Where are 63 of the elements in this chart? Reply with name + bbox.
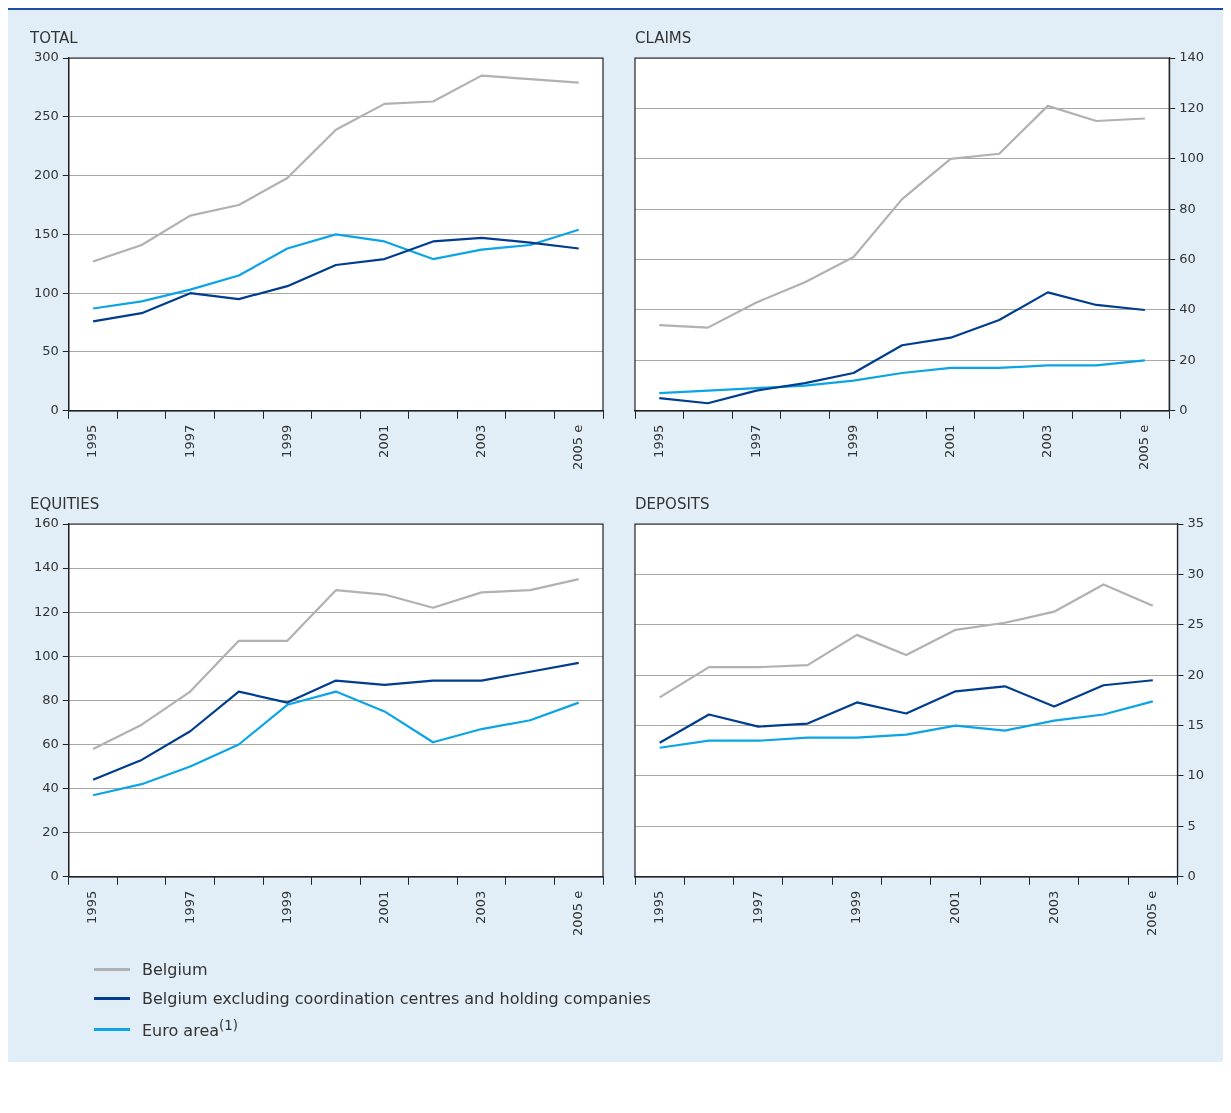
y2-tick-label: 100 [1179, 150, 1205, 166]
y-tick-label: 20 [42, 824, 59, 840]
y2-tick-label: 10 [1187, 767, 1204, 783]
x-tick-label: 1995 [84, 890, 100, 924]
x-tick-label: 2001 [942, 424, 958, 458]
x-tick-label: 1995 [650, 424, 666, 458]
y2-tick-label: 15 [1187, 716, 1204, 732]
legend-label: Euro area$^{(1)}$ [142, 1018, 238, 1041]
x-tick-label: 2001 [946, 890, 962, 924]
x-tick-label: 1995 [84, 424, 100, 458]
x-tick-label: 2005 e [570, 424, 586, 470]
y-tick-label: 300 [33, 49, 59, 65]
y2-tick-label: 60 [1179, 250, 1196, 266]
y2-tick-label: 5 [1187, 817, 1196, 833]
x-tick-label: 1999 [848, 890, 864, 924]
chart-title: EQUITIES [30, 494, 100, 513]
chart-title: DEPOSITS [635, 494, 710, 513]
x-tick-label: 2003 [472, 424, 488, 458]
y2-tick-label: 0 [1179, 402, 1188, 418]
y2-tick-label: 35 [1187, 515, 1204, 531]
x-tick-label: 1995 [651, 890, 667, 924]
legend-label: Belgium [142, 960, 208, 979]
y-tick-label: 160 [33, 515, 59, 531]
x-tick-label: 1997 [747, 424, 763, 458]
y2-tick-label: 20 [1179, 351, 1196, 367]
legend-label: Belgium excluding coordination centres and holding companies [142, 989, 651, 1008]
x-tick-label: 1999 [844, 424, 860, 458]
y-tick-label: 150 [33, 225, 59, 241]
y2-tick-label: 140 [1179, 49, 1205, 65]
y-tick-label: 200 [33, 166, 59, 182]
y-tick-label: 140 [33, 559, 59, 575]
x-tick-label: 2001 [375, 424, 391, 458]
y2-tick-label: 40 [1179, 301, 1196, 317]
y2-tick-label: 30 [1187, 565, 1204, 581]
y-tick-label: 80 [42, 691, 59, 707]
chart-title: TOTAL [29, 28, 79, 47]
x-tick-label: 2005 e [570, 890, 586, 936]
x-tick-label: 2003 [1045, 890, 1061, 924]
y2-tick-label: 80 [1179, 200, 1196, 216]
x-tick-label: 1997 [181, 424, 197, 458]
x-tick-label: 1999 [278, 890, 294, 924]
y-tick-label: 50 [42, 343, 59, 359]
x-tick-label: 2003 [1039, 424, 1055, 458]
y-tick-label: 100 [33, 647, 59, 663]
chart-title: CLAIMS [635, 28, 692, 47]
y2-tick-label: 0 [1187, 868, 1196, 884]
x-tick-label: 2005 e [1144, 890, 1160, 936]
x-tick-label: 1999 [278, 424, 294, 458]
y-tick-label: 100 [33, 284, 59, 300]
x-tick-label: 2001 [375, 890, 391, 924]
x-tick-label: 1997 [749, 890, 765, 924]
y-tick-label: 120 [33, 603, 59, 619]
y-tick-label: 0 [50, 402, 59, 418]
y2-tick-label: 120 [1179, 99, 1205, 115]
y-tick-label: 60 [42, 735, 59, 751]
y-tick-label: 250 [33, 108, 59, 124]
x-tick-label: 2003 [472, 890, 488, 924]
x-tick-label: 1997 [181, 890, 197, 924]
y2-tick-label: 25 [1187, 616, 1204, 632]
y-tick-label: 0 [50, 868, 59, 884]
y2-tick-label: 20 [1187, 666, 1204, 682]
x-tick-label: 2005 e [1136, 424, 1152, 470]
y-tick-label: 40 [42, 779, 59, 795]
